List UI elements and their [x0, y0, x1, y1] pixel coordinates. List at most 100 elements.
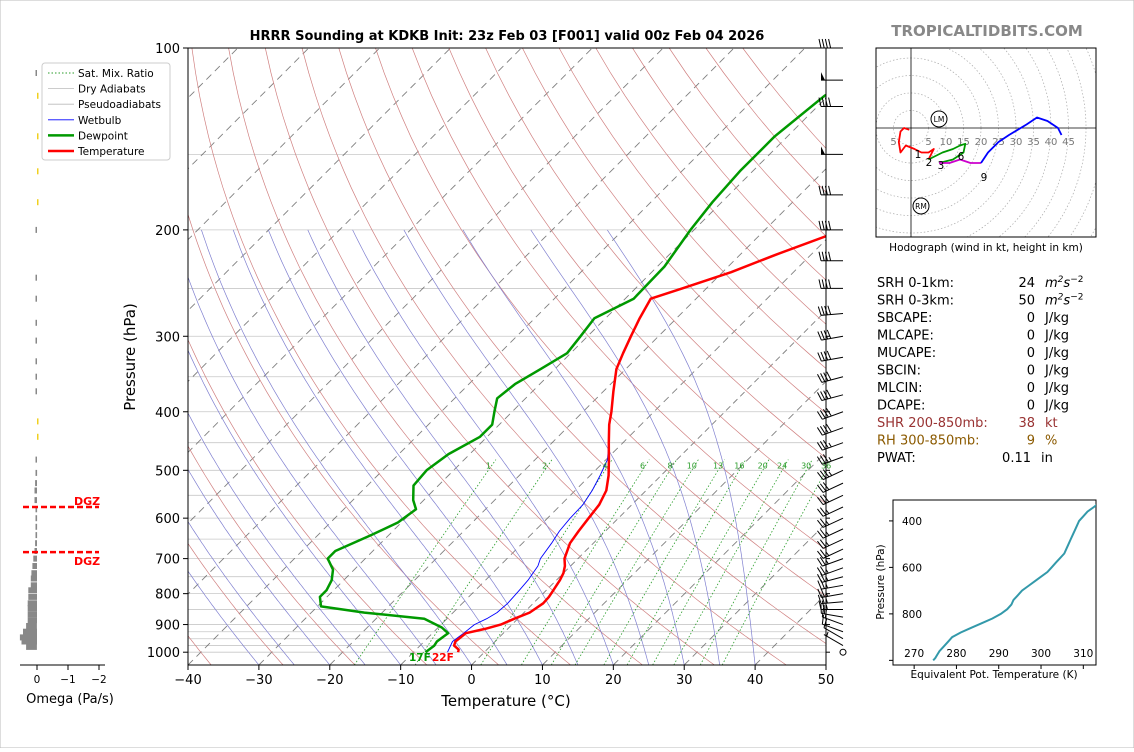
mixing-ratio-label: 20	[758, 461, 768, 470]
omega-bar	[36, 515, 38, 521]
index-label: SRH 0-1km:	[877, 276, 954, 291]
y-tick-label: 900	[155, 619, 180, 634]
theta-e-x-tick-label: 270	[904, 648, 924, 660]
storm-motion-label: RM	[915, 202, 927, 211]
y-tick-label: 100	[155, 42, 180, 57]
omega-bar	[36, 320, 38, 326]
omega-bar	[20, 634, 37, 640]
legend-entry: Sat. Mix. Ratio	[78, 68, 154, 80]
omega-bar	[28, 617, 37, 623]
index-label: RH 300-850mb:	[877, 434, 980, 449]
hodograph-ring-label: 35	[1027, 137, 1040, 148]
y-tick-label: 300	[155, 330, 180, 345]
omega-bar	[36, 70, 38, 76]
omega-bar	[36, 388, 38, 394]
chart-title: HRRR Sounding at KDKB Init: 23z Feb 03 […	[250, 29, 765, 44]
omega-bar	[35, 540, 37, 546]
omega-tick-label: −2	[91, 674, 106, 686]
x-tick-label: 0	[467, 673, 475, 688]
omega-tick-label: −1	[60, 674, 75, 686]
index-value: 0	[1027, 399, 1035, 414]
hodograph-height-label: 2	[926, 157, 933, 169]
hodograph-ring-label: 10	[940, 137, 953, 148]
omega-bar	[28, 611, 37, 617]
x-tick-label: 40	[747, 673, 764, 688]
legend-entry: Dewpoint	[78, 130, 128, 142]
index-value: 0	[1027, 381, 1035, 396]
omega-bar	[36, 358, 38, 364]
hodograph-ring-label: 5	[925, 137, 931, 148]
omega-bar	[36, 296, 38, 302]
hodograph-ring-label: 5	[890, 137, 896, 148]
theta-e-x-tick-label: 290	[989, 648, 1009, 660]
barb-half	[825, 621, 826, 626]
index-value: 0	[1027, 346, 1035, 361]
index-label: MLCAPE:	[877, 329, 934, 344]
omega-bar	[36, 227, 38, 233]
y-tick-label: 700	[155, 553, 180, 568]
omega-bar	[35, 488, 38, 494]
legend-entry: Wetbulb	[78, 115, 122, 127]
skewt-legend: Sat. Mix. Ratio Dry Adiabats Pseudoadiabat…	[42, 63, 170, 160]
index-label: MLCIN:	[877, 381, 922, 396]
index-value: 38	[1018, 416, 1035, 431]
y-tick-label: 400	[155, 406, 180, 421]
index-value: 24	[1018, 276, 1035, 291]
index-unit: J/kg	[1044, 329, 1069, 344]
index-unit: J/kg	[1044, 346, 1069, 361]
omega-bar	[36, 470, 38, 476]
hodograph-ring-label: 30	[1010, 137, 1023, 148]
hodograph-title: Hodograph (wind in kt, height in km)	[889, 242, 1083, 254]
dgz-lower-label: DGZ	[74, 555, 100, 568]
x-tick-label: 30	[676, 673, 693, 688]
omega-bar	[37, 199, 39, 205]
omega-bar	[36, 532, 38, 538]
mixing-ratio-label: 8	[667, 461, 672, 470]
legend-entry: Pseudoadiabats	[78, 99, 161, 111]
index-unit: in	[1041, 451, 1053, 466]
watermark: TROPICALTIDBITS.COM	[891, 22, 1083, 40]
y-tick-label: 800	[155, 588, 180, 603]
hodograph-height-label: 3	[938, 160, 945, 172]
theta-e-x-tick-label: 280	[946, 648, 966, 660]
y-tick-label: 200	[155, 224, 180, 239]
mixing-ratio-label: 2	[542, 461, 547, 470]
omega-bar	[35, 480, 37, 486]
omega-bar	[28, 594, 37, 600]
x-tick-label: −40	[174, 673, 201, 688]
theta-e-y-tick-label: 600	[902, 562, 922, 574]
x-tick-label: 20	[605, 673, 622, 688]
omega-bar	[35, 497, 38, 503]
omega-bar	[36, 374, 38, 380]
theta-e-y-tick-label: 400	[902, 516, 922, 528]
index-value: 0	[1027, 329, 1035, 344]
mixing-ratio-label: 13	[713, 461, 723, 470]
x-tick-label: −30	[245, 673, 272, 688]
omega-bar	[36, 457, 38, 463]
x-tick-label: 50	[818, 673, 835, 688]
x-tick-label: 10	[534, 673, 551, 688]
legend-entry: Dry Adiabats	[78, 84, 146, 96]
x-tick-label: −20	[316, 673, 343, 688]
omega-bar	[31, 576, 37, 582]
index-label: DCAPE:	[877, 399, 925, 414]
omega-bar	[36, 524, 38, 530]
x-tick-label: −10	[387, 673, 414, 688]
index-label: SRH 0-3km:	[877, 294, 954, 309]
mixing-ratio-label: 24	[777, 461, 787, 470]
hodograph-ring-label: 45	[1062, 137, 1075, 148]
hodograph-height-label: 1	[915, 149, 922, 161]
omega-bar	[23, 629, 37, 635]
index-value: 50	[1018, 294, 1035, 309]
y-tick-label: 600	[155, 512, 180, 527]
omega-bar	[37, 168, 39, 174]
mixing-ratio-label: 1	[486, 461, 491, 470]
legend-entry: Temperature	[77, 146, 145, 158]
theta-e-xlabel: Equivalent Pot. Temperature (K)	[910, 669, 1077, 681]
index-unit: J/kg	[1044, 364, 1069, 379]
theta-e-ylabel: Pressure (hPa)	[875, 544, 887, 619]
omega-bar	[32, 563, 37, 569]
y-tick-label: 1000	[147, 646, 180, 661]
index-value: 9	[1027, 434, 1035, 449]
